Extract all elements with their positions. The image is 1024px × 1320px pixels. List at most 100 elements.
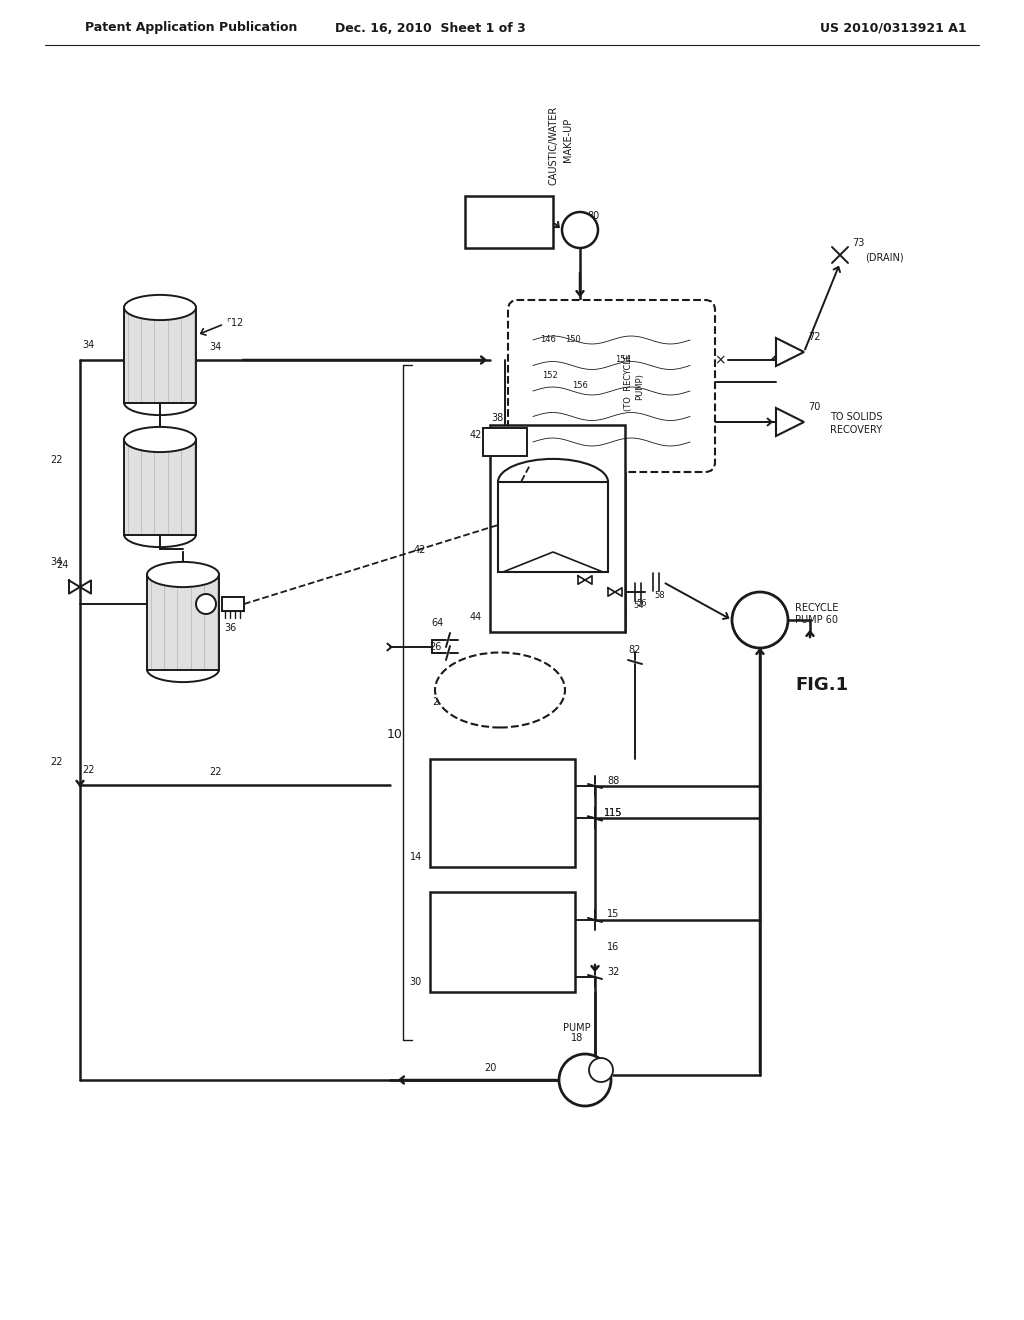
Text: TO: TO <box>595 429 608 440</box>
Circle shape <box>589 1059 613 1082</box>
Text: 80: 80 <box>588 211 600 220</box>
Circle shape <box>196 594 216 614</box>
Text: 22: 22 <box>50 455 63 465</box>
Text: 15: 15 <box>607 909 620 919</box>
Text: 40: 40 <box>542 418 554 429</box>
Text: CAUSTIC: CAUSTIC <box>480 795 525 805</box>
Bar <box>465 195 553 248</box>
Polygon shape <box>776 408 804 436</box>
Bar <box>483 428 527 455</box>
Text: RINSE: RINSE <box>487 919 518 929</box>
Text: 82: 82 <box>629 645 641 655</box>
Text: 34: 34 <box>51 557 63 568</box>
Text: 22: 22 <box>50 756 63 767</box>
Text: MAKE-UP: MAKE-UP <box>563 117 573 162</box>
Text: $\ulcorner$12: $\ulcorner$12 <box>226 315 244 327</box>
Text: (TO  RECYCLE: (TO RECYCLE <box>624 354 633 411</box>
Text: 41: 41 <box>573 451 586 462</box>
Text: 44: 44 <box>470 612 482 622</box>
Text: 22: 22 <box>209 767 221 777</box>
Text: 62: 62 <box>617 610 629 619</box>
Text: SUPPLY: SUPPLY <box>488 228 529 239</box>
Ellipse shape <box>124 426 196 451</box>
Text: RECYCLE: RECYCLE <box>795 603 839 612</box>
Text: 30: 30 <box>410 977 422 987</box>
Text: TO SOLIDS: TO SOLIDS <box>830 412 883 422</box>
Bar <box>498 482 608 572</box>
Text: 52: 52 <box>606 602 616 610</box>
Text: TANK: TANK <box>488 824 516 834</box>
Text: 34: 34 <box>82 341 94 350</box>
Bar <box>222 597 244 611</box>
Text: 48: 48 <box>496 619 508 630</box>
Text: 10: 10 <box>387 729 402 742</box>
Text: CAUSTIC/WATER: CAUSTIC/WATER <box>548 106 558 185</box>
Text: 115: 115 <box>604 808 623 818</box>
FancyBboxPatch shape <box>508 300 715 473</box>
Text: Dec. 16, 2010  Sheet 1 of 3: Dec. 16, 2010 Sheet 1 of 3 <box>335 21 525 34</box>
Circle shape <box>732 591 788 648</box>
Text: 146: 146 <box>540 335 556 345</box>
Text: PUMP): PUMP) <box>636 374 644 400</box>
Text: FIG.1: FIG.1 <box>795 676 848 694</box>
Text: TANK: TANK <box>488 700 512 709</box>
Text: 57: 57 <box>584 587 594 597</box>
Circle shape <box>559 1053 611 1106</box>
Text: 46: 46 <box>549 437 559 446</box>
Text: 16: 16 <box>607 942 620 952</box>
Bar <box>124 308 196 403</box>
Bar <box>124 308 196 403</box>
Text: 24: 24 <box>56 560 69 570</box>
Text: 38: 38 <box>490 413 503 422</box>
Bar <box>147 574 219 669</box>
Polygon shape <box>776 338 804 366</box>
Text: DRAIN: DRAIN <box>595 440 626 450</box>
Text: WATER: WATER <box>484 940 520 950</box>
Ellipse shape <box>147 562 219 587</box>
Text: 42: 42 <box>470 430 482 440</box>
Text: KOH: KOH <box>497 209 521 219</box>
Text: 156: 156 <box>572 380 588 389</box>
Text: 22: 22 <box>82 766 94 775</box>
Text: PUMP 60: PUMP 60 <box>795 615 838 624</box>
Text: 68: 68 <box>611 447 623 457</box>
Text: TANK: TANK <box>488 962 516 972</box>
Bar <box>147 574 219 669</box>
Text: 58: 58 <box>654 591 666 601</box>
Text: Patent Application Publication: Patent Application Publication <box>85 21 297 34</box>
Bar <box>124 440 196 535</box>
Text: M: M <box>577 1071 593 1089</box>
Text: 72: 72 <box>808 333 820 342</box>
Text: 154: 154 <box>615 355 631 364</box>
Text: 64: 64 <box>432 618 444 628</box>
Text: 73: 73 <box>852 238 864 248</box>
Bar <box>124 440 196 535</box>
Text: PUMP: PUMP <box>563 1023 591 1034</box>
Text: 14: 14 <box>410 851 422 862</box>
Text: US 2010/0313921 A1: US 2010/0313921 A1 <box>820 21 967 34</box>
Text: 55: 55 <box>538 517 549 527</box>
Ellipse shape <box>124 294 196 321</box>
Text: STANDBY: STANDBY <box>479 676 520 685</box>
Text: 26: 26 <box>429 642 441 652</box>
Text: 150: 150 <box>565 335 581 345</box>
Text: 34: 34 <box>209 342 221 352</box>
Bar <box>430 759 575 867</box>
Text: 42: 42 <box>414 545 426 554</box>
Text: 54: 54 <box>634 602 644 610</box>
Text: 70: 70 <box>808 403 820 412</box>
Text: (DRAIN): (DRAIN) <box>865 252 903 261</box>
Text: 18: 18 <box>570 1034 583 1043</box>
Text: 56: 56 <box>637 599 647 609</box>
Text: 66: 66 <box>580 447 591 457</box>
Text: 36: 36 <box>224 623 237 634</box>
Text: RECOVERY: RECOVERY <box>830 425 882 436</box>
Bar <box>490 425 625 632</box>
Text: 28: 28 <box>432 697 444 708</box>
Circle shape <box>562 213 598 248</box>
Text: 152: 152 <box>542 371 558 380</box>
Ellipse shape <box>435 652 565 727</box>
Text: 115: 115 <box>604 808 623 818</box>
Text: 50: 50 <box>600 615 610 624</box>
Text: 88: 88 <box>607 776 620 785</box>
